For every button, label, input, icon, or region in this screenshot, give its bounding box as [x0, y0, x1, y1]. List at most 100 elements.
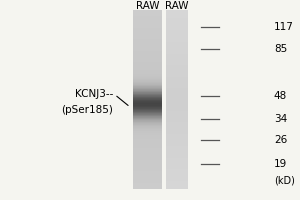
Bar — [166, 84, 188, 85]
Bar — [133, 130, 161, 131]
Bar — [133, 44, 161, 45]
Bar — [166, 34, 188, 35]
Bar — [166, 130, 188, 131]
Bar — [166, 188, 188, 189]
Bar — [166, 18, 188, 19]
Bar — [166, 15, 188, 16]
Bar — [133, 139, 161, 140]
Bar — [133, 147, 161, 148]
Bar — [133, 114, 161, 115]
Bar — [166, 133, 188, 134]
Bar — [133, 26, 161, 27]
Bar — [133, 127, 161, 128]
Bar — [166, 51, 188, 52]
Bar — [166, 136, 188, 137]
Bar — [133, 111, 161, 112]
Bar — [166, 140, 188, 141]
Bar — [166, 144, 188, 145]
Bar — [133, 30, 161, 31]
Bar — [133, 92, 161, 93]
Bar — [133, 167, 161, 168]
Bar — [133, 60, 161, 61]
Bar — [166, 99, 188, 100]
Bar — [133, 176, 161, 177]
Bar — [166, 24, 188, 25]
Bar — [133, 62, 161, 63]
Bar — [166, 149, 188, 150]
Bar — [133, 108, 161, 109]
Bar — [166, 119, 188, 120]
Bar — [166, 94, 188, 95]
Bar — [166, 145, 188, 146]
Bar — [166, 131, 188, 132]
Bar — [166, 75, 188, 76]
Bar — [166, 30, 188, 31]
Bar — [133, 187, 161, 188]
Bar — [166, 91, 188, 92]
Bar — [166, 66, 188, 67]
Bar — [166, 98, 188, 99]
Bar — [133, 15, 161, 16]
Bar — [133, 20, 161, 21]
Bar — [133, 112, 161, 113]
Bar — [133, 93, 161, 94]
Bar — [133, 104, 161, 105]
Bar — [133, 127, 161, 128]
Bar — [133, 108, 161, 109]
Bar — [166, 127, 188, 128]
Bar — [133, 96, 161, 97]
Bar — [166, 160, 188, 161]
Bar — [133, 28, 161, 29]
Bar — [166, 87, 188, 88]
Bar — [133, 87, 161, 88]
Bar — [166, 92, 188, 93]
Bar — [166, 154, 188, 155]
Bar — [166, 114, 188, 115]
Bar — [133, 52, 161, 53]
Bar — [166, 158, 188, 159]
Bar — [166, 38, 188, 39]
Bar — [166, 26, 188, 27]
Bar — [166, 25, 188, 26]
Bar — [133, 61, 161, 62]
Bar — [166, 150, 188, 151]
Bar — [133, 43, 161, 44]
Bar — [166, 50, 188, 51]
Bar — [166, 10, 188, 11]
Bar — [133, 64, 161, 65]
Bar — [133, 164, 161, 165]
Bar — [166, 175, 188, 176]
Bar — [166, 184, 188, 185]
Bar — [133, 126, 161, 127]
Bar — [133, 163, 161, 164]
Bar — [166, 148, 188, 149]
Bar — [133, 154, 161, 155]
Bar — [166, 124, 188, 125]
Bar — [133, 115, 161, 116]
Bar — [166, 44, 188, 45]
Bar — [133, 131, 161, 132]
Bar — [166, 153, 188, 154]
Bar — [133, 132, 161, 133]
Bar — [166, 61, 188, 62]
Bar — [133, 81, 161, 82]
Bar — [133, 59, 161, 60]
Bar — [133, 121, 161, 122]
Bar — [166, 11, 188, 12]
Bar — [166, 64, 188, 65]
Bar — [133, 136, 161, 137]
Bar — [166, 35, 188, 36]
Bar — [133, 150, 161, 151]
Bar — [133, 13, 161, 14]
Bar — [133, 47, 161, 48]
Bar — [133, 99, 161, 100]
Bar — [133, 51, 161, 52]
Bar — [133, 94, 161, 95]
Bar — [166, 42, 188, 43]
Bar — [166, 138, 188, 139]
Bar — [166, 16, 188, 17]
Bar — [166, 79, 188, 80]
Bar — [166, 145, 188, 146]
Bar — [166, 29, 188, 30]
Bar — [133, 75, 161, 76]
